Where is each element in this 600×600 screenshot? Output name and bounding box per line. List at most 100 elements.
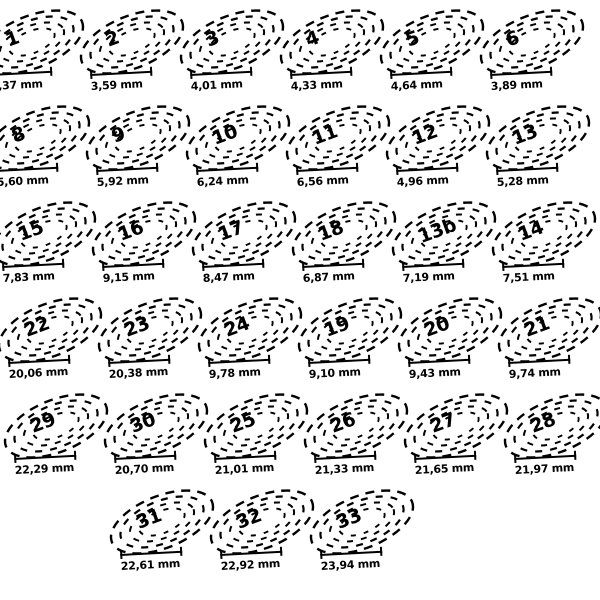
scale-bar-tick-left [490, 69, 493, 79]
scale-bar-tick-left [208, 357, 211, 367]
measurement-callout[interactable]: 6 3,89 mm [472, 6, 600, 111]
measurement-callout[interactable]: 26 21,33 mm [296, 390, 446, 495]
measurement-callout[interactable]: 14 7,51 mm [484, 198, 600, 303]
measurement-label: 21,01 mm [214, 460, 275, 477]
scale-bar-group: 21,65 mm [414, 450, 477, 477]
scale-bar-tick-left [296, 165, 299, 175]
scale-bar-line [2, 262, 65, 268]
measurement-callout[interactable]: 20 9,43 mm [390, 294, 540, 399]
measurement-callout[interactable]: 16 9,15 mm [84, 198, 234, 303]
measurement-label: 20,38 mm [108, 364, 169, 381]
measurement-callout[interactable]: 27 21,65 mm [396, 390, 546, 495]
measurement-callout[interactable]: 21 9,74 mm [490, 294, 600, 399]
scale-bar-tick-right [461, 258, 465, 268]
scale-bar-group: 7,83 mm [2, 258, 65, 285]
scale-bar-group: 5,60 mm [0, 162, 59, 189]
scale-bar-group: 23,94 mm [320, 546, 383, 573]
scale-bar-tick-left [320, 549, 323, 559]
dashed-ellipse-marker-icon [184, 198, 302, 267]
measurement-callout[interactable]: 22 20,06 mm [0, 294, 140, 399]
measurement-callout[interactable]: 13b 7,19 mm [384, 198, 534, 303]
measurement-callout[interactable]: 9 5,92 mm [78, 102, 228, 207]
scale-bar-line [0, 166, 59, 172]
measurement-callout[interactable]: 11 6,56 mm [278, 102, 428, 207]
measurement-callout[interactable]: 29 22,29 mm [0, 390, 146, 495]
measurement-callout[interactable]: 31 22,61 mm [102, 486, 252, 591]
measurement-callout[interactable]: 4 4,33 mm [272, 6, 422, 111]
scale-bar-tick-right [355, 162, 359, 172]
scale-bar-group: 21,97 mm [514, 450, 577, 477]
measurement-callout[interactable]: 17 8,47 mm [184, 198, 334, 303]
measurement-callout[interactable]: 8 5,60 mm [0, 102, 128, 207]
scale-bar-tick-left [514, 453, 517, 463]
scale-bar-group: 3,37 mm [0, 66, 53, 93]
measurement-callout[interactable]: 23 20,38 mm [90, 294, 240, 399]
scale-bar-line [220, 550, 283, 556]
measurement-label: 20,70 mm [114, 460, 175, 477]
dashed-ellipse-marker-icon [190, 294, 308, 363]
scale-bar-group: 4,33 mm [290, 66, 353, 93]
dashed-ellipse-marker-icon [490, 294, 600, 363]
dashed-ellipse-marker-icon [484, 198, 600, 267]
measurement-callout[interactable]: 13 5,28 mm [478, 102, 600, 207]
measurement-callout[interactable]: 30 20,70 mm [96, 390, 246, 495]
scale-bar-group: 6,87 mm [302, 258, 365, 285]
scale-bar-tick-right [455, 162, 459, 172]
measurement-callout[interactable]: 10 6,24 mm [178, 102, 328, 207]
dashed-ellipse-marker-icon [390, 294, 508, 363]
measurement-callout[interactable]: 3 4,01 mm [172, 6, 322, 111]
measurement-callout[interactable]: 18 6,87 mm [284, 198, 434, 303]
measurement-label: 21,65 mm [414, 460, 475, 477]
scale-bar-group: 9,10 mm [308, 354, 371, 381]
dashed-ellipse-marker-icon [384, 198, 502, 267]
scale-bar-tick-right [555, 162, 559, 172]
scale-bar-group: 20,38 mm [108, 354, 171, 381]
measurement-callout[interactable]: 1 3,37 mm [0, 6, 122, 111]
measurement-callout[interactable]: 25 21,01 mm [196, 390, 346, 495]
scale-bar-tick-right [467, 354, 471, 364]
scale-bar-group: 5,92 mm [96, 162, 159, 189]
scale-bar-line [502, 262, 565, 268]
scale-bar-line [14, 454, 77, 460]
scale-bar-tick-left [496, 165, 499, 175]
scale-bar-line [290, 70, 353, 76]
dashed-ellipse-marker-icon [72, 6, 190, 75]
scale-bar-tick-right [273, 450, 277, 460]
scale-bar-tick-left [396, 165, 399, 175]
dashed-ellipse-marker-icon [372, 6, 490, 75]
dashed-ellipse-marker-icon [90, 294, 208, 363]
scale-bar-tick-left [414, 453, 417, 463]
measurement-label: 9,43 mm [408, 365, 461, 381]
measurement-callout[interactable]: 12 4,96 mm [378, 102, 528, 207]
scale-bar-tick-left [220, 549, 223, 559]
dashed-ellipse-marker-icon [84, 198, 202, 267]
measurement-label: 3,37 mm [0, 77, 43, 93]
measurement-callout[interactable]: 5 4,64 mm [372, 6, 522, 111]
scale-bar-line [190, 70, 253, 76]
scale-bar-tick-right [373, 450, 377, 460]
scale-bar-tick-left [390, 69, 393, 79]
measurement-label: 23,94 mm [320, 556, 381, 573]
measurement-callout[interactable]: 33 23,94 mm [302, 486, 452, 591]
scale-bar-tick-right [267, 354, 271, 364]
scale-bar-group: 4,64 mm [390, 66, 453, 93]
measurement-callout[interactable]: 15 7,83 mm [0, 198, 134, 303]
measurement-callout[interactable]: 24 9,78 mm [190, 294, 340, 399]
measurement-label: 3,59 mm [90, 77, 143, 93]
measurement-callout[interactable]: 32 22,92 mm [202, 486, 352, 591]
measurement-callout[interactable]: 2 3,59 mm [72, 6, 222, 111]
scale-bar-tick-right [149, 66, 153, 76]
measurement-label: 5,92 mm [96, 173, 149, 189]
dashed-ellipse-marker-icon [302, 486, 420, 555]
scale-bar-line [514, 454, 577, 460]
measurement-label: 9,10 mm [308, 365, 361, 381]
measurement-label: 4,01 mm [190, 77, 243, 93]
measurement-callout[interactable]: 19 9,10 mm [290, 294, 440, 399]
scale-bar-group: 6,56 mm [296, 162, 359, 189]
measurement-label: 7,83 mm [2, 269, 55, 285]
scale-bar-group: 22,61 mm [120, 546, 183, 573]
scale-bar-tick-left [8, 357, 11, 367]
measurement-callout[interactable]: 28 21,97 mm [496, 390, 600, 495]
scale-bar-tick-left [96, 165, 99, 175]
scale-bar-tick-left [302, 261, 305, 271]
